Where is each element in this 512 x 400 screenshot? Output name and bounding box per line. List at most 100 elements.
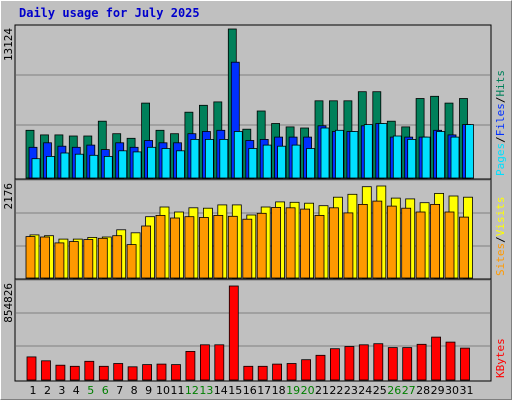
bar-sites-day-21 [314, 214, 325, 279]
x-tick-label: 31 [460, 384, 474, 397]
bar-kbytes-day-15 [228, 285, 239, 381]
bar-pages-day-2 [46, 155, 55, 179]
scale-max-label: 2176 [2, 183, 15, 210]
bar-kbytes-day-8 [127, 366, 138, 381]
bar-sites-day-10 [155, 214, 166, 279]
bar-pages-day-3 [60, 152, 70, 179]
bar-kbytes-day-27 [402, 347, 413, 381]
bar-sites-day-14 [213, 214, 224, 279]
axis-title-visits: Visits [494, 197, 507, 237]
bar-pages-day-11 [176, 150, 185, 179]
bar-pages-day-14 [219, 138, 229, 179]
bar-pages-day-5 [89, 154, 99, 179]
bar-sites-day-6 [97, 237, 108, 279]
scale-max-label: 13124 [2, 28, 15, 61]
x-tick-label: 9 [145, 384, 152, 397]
bar-kbytes-day-14 [214, 344, 225, 381]
bar-kbytes-day-23 [344, 346, 355, 381]
x-tick-label: 13 [199, 384, 213, 397]
bar-pages-day-8 [132, 151, 142, 179]
bar-pages-day-15 [233, 131, 243, 179]
x-tick-label: 21 [315, 384, 329, 397]
bar-kbytes-day-11 [171, 364, 181, 381]
bar-sites-day-11 [170, 217, 180, 279]
bar-kbytes-day-22 [329, 348, 340, 381]
x-tick-label: 14 [214, 384, 228, 397]
axis-title-pages: Pages [494, 143, 507, 176]
axis-title-separator: / [494, 236, 507, 243]
bar-sites-day-27 [401, 207, 412, 279]
plot-area [14, 24, 492, 382]
bar-kbytes-day-6 [98, 365, 109, 381]
bar-kbytes-day-5 [84, 360, 95, 381]
x-tick-label: 7 [116, 384, 123, 397]
bar-kbytes-day-18 [272, 363, 283, 381]
bar-pages-day-9 [147, 146, 157, 179]
bar-sites-day-13 [198, 217, 209, 279]
bar-sites-day-5 [83, 239, 94, 279]
x-tick-label: 25 [373, 384, 387, 397]
bar-pages-day-26 [392, 135, 402, 179]
bar-kbytes-day-29 [431, 336, 442, 381]
bar-kbytes-day-12 [185, 350, 196, 381]
bar-pages-day-18 [277, 145, 287, 179]
bar-pages-day-25 [378, 123, 388, 179]
bar-sites-day-3 [54, 242, 65, 279]
x-tick-label: 1 [30, 384, 37, 397]
scale-max-label: 854826 [2, 283, 15, 323]
bar-sites-day-7 [112, 235, 123, 279]
bar-sites-day-2 [40, 236, 50, 279]
bar-kbytes-day-20 [301, 359, 312, 381]
bar-sites-day-30 [444, 211, 455, 279]
bar-kbytes-day-13 [199, 344, 210, 381]
bar-kbytes-day-2 [41, 360, 51, 381]
bar-sites-day-15 [227, 215, 238, 279]
axis-title-hits: Hits [494, 70, 507, 97]
x-tick-label: 6 [102, 384, 109, 397]
axis-title-kbytes: KBytes [494, 338, 507, 378]
bar-pages-day-30 [450, 136, 460, 179]
bar-kbytes-day-28 [416, 343, 427, 381]
x-tick-label: 23 [344, 384, 358, 397]
bar-pages-day-16 [248, 148, 258, 179]
bar-pages-day-31 [465, 124, 474, 179]
axis-title-sites: Sites [494, 243, 507, 276]
bar-kbytes-day-17 [257, 365, 268, 381]
bar-pages-day-12 [190, 138, 200, 179]
bar-pages-day-6 [103, 155, 113, 179]
bar-pages-day-21 [320, 127, 330, 179]
bar-kbytes-day-10 [156, 363, 167, 381]
axis-title-separator: / [494, 97, 507, 104]
bar-sites-day-8 [126, 244, 137, 279]
axis-title: KBytes [494, 338, 507, 378]
bar-pages-day-13 [204, 138, 214, 179]
x-tick-label: 11 [171, 384, 185, 397]
axis-title-files: Files [494, 103, 507, 136]
bar-sites-day-12 [184, 216, 195, 279]
bar-sites-day-1 [25, 236, 36, 279]
bar-pages-day-22 [334, 129, 344, 179]
bar-kbytes-day-26 [387, 347, 398, 381]
axis-title-separator: / [494, 136, 507, 143]
x-tick-label: 27 [402, 384, 416, 397]
bar-sites-day-19 [285, 207, 296, 279]
axis-title: Sites/Visits [494, 197, 507, 277]
x-tick-label: 20 [301, 384, 315, 397]
x-tick-label: 19 [286, 384, 300, 397]
bar-kbytes-day-19 [286, 363, 297, 381]
bar-pages-day-7 [118, 150, 128, 179]
chart-title: Daily usage for July 2025 [19, 6, 200, 20]
bar-pages-day-4 [74, 153, 84, 179]
bar-kbytes-day-4 [69, 365, 80, 381]
x-tick-label: 10 [156, 384, 170, 397]
x-tick-label: 18 [272, 384, 286, 397]
x-tick-label: 2 [44, 384, 51, 397]
x-tick-label: 15 [228, 384, 242, 397]
bar-sites-day-26 [386, 205, 397, 279]
x-tick-label: 28 [416, 384, 430, 397]
x-tick-label: 5 [87, 384, 94, 397]
x-tick-label: 16 [243, 384, 257, 397]
bar-sites-day-4 [68, 241, 79, 279]
bar-kbytes-day-3 [55, 364, 66, 381]
